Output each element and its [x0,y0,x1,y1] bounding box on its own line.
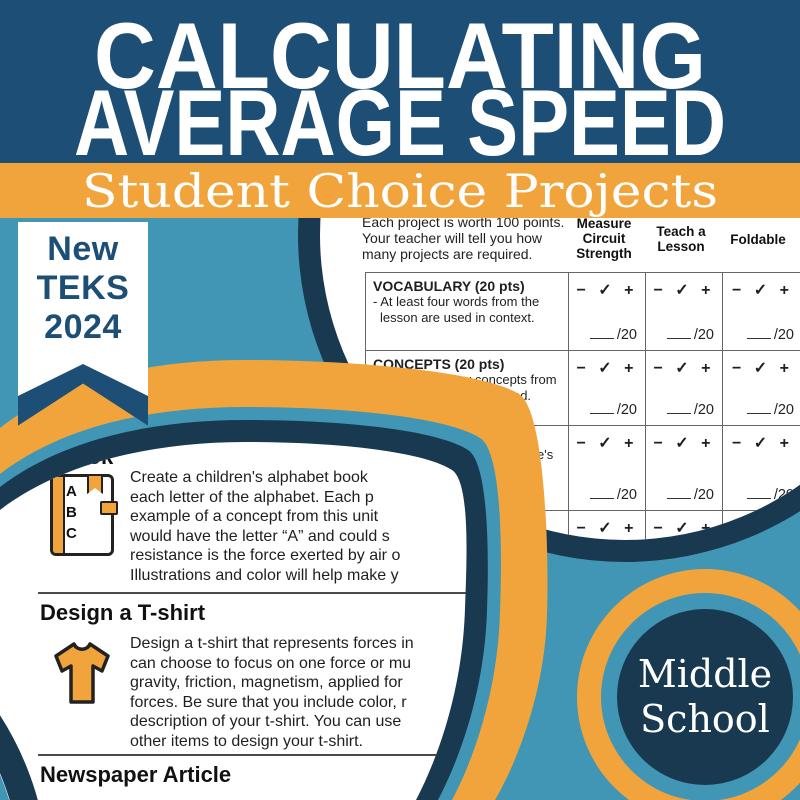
rubric-mark-cell: − ✓ + /20 [569,426,646,511]
score: /20 [746,400,800,425]
project-paragraph: Design a t-shirt that represents forces … [130,634,414,751]
paragraph-line: gravity, friction, magnetism, applied fo… [130,674,403,691]
marks: − ✓ + [653,435,715,452]
book-letters: A B C [66,483,77,542]
marks: − ✓ + [576,435,638,452]
rubric-row-desc: - At least four words from the [373,294,540,309]
rubric-column-header: Foldable [730,232,786,247]
marks: − ✓ + [732,282,793,299]
book-clasp [100,501,118,515]
rubric-mark-cell: − ✓ + /20 [646,426,723,511]
score: /20 [589,325,645,350]
rubric-row-title: VOCABULARY (20 pts) [373,278,525,294]
header-band: CALCULATING AVERAGE SPEED [0,0,800,175]
marks: − ✓ + [576,282,638,299]
paragraph-line: Illustrations and color will help make y [130,566,399,584]
paragraph-line: other items to design your t-shirt. [130,732,363,750]
badge-line-1: Middle [637,652,773,696]
marks: − ✓ + [653,360,715,377]
rubric-column-header: Measure Circuit Strength [576,216,632,261]
paragraph-line: each letter of the alphabet. Each p [130,488,374,506]
paragraph-line: resistance is the force exerted by air o [130,547,401,564]
ribbon-line-2: TEKS [36,269,130,307]
marks: − ✓ + [732,360,793,377]
paragraph-line: example of a concept from this unit [130,508,379,525]
section-divider [38,754,468,756]
paragraph-line: can choose to focus on one force or mu [130,654,412,672]
rubric-intro-text: Each project is worth 100 points. Your t… [362,214,565,262]
project-heading-tshirt: Design a T-shirt [40,600,206,625]
middle-school-badge: Middle School [617,609,793,785]
section-divider [38,592,468,594]
title-line-2: AVERAGE SPEED [74,70,726,163]
rubric-mark-cell: − ✓ + /20 [646,273,723,351]
corner-teal-arc [0,774,10,800]
score: /20 [746,325,800,350]
subtitle-text: Student Choice Projects [82,164,718,218]
rubric-mark-cell: − ✓ + /20 [646,351,723,426]
score: /20 [666,485,722,510]
rubric-mark-cell: − ✓ + [569,511,646,540]
paragraph-line: forces. Be sure that you include color, … [130,693,407,711]
project-heading-newspaper: Newspaper Article [40,762,232,787]
rubric-mark-cell: − ✓ + /20 [569,273,646,351]
score: /20 [666,400,722,425]
score: /20 [589,485,645,510]
rubric-column-header: Teach a Lesson [656,224,706,254]
ribbon-line-1: New [47,230,119,268]
corner-navy-arc [0,715,38,800]
rubric-row-label: VOCABULARY (20 pts) - At least four word… [366,273,569,351]
subtitle-band: Student Choice Projects [0,163,800,218]
paragraph-line: Create a children's alphabet book [130,469,368,486]
badge-line-2: School [640,697,770,741]
marks: − ✓ + [732,435,793,452]
score: /20 [666,325,722,350]
ribbon-line-3: 2024 [44,308,122,346]
score: /20 [589,400,645,425]
project-circle [0,442,467,800]
paragraph-line: would have the letter “A” and could s [130,527,390,545]
rubric-mark-cell: − ✓ + /20 [569,351,646,426]
rubric-mark-cell: − ✓ + /20 [723,273,800,351]
t-shirt-icon [44,638,120,708]
subtitle: Student Choice Projects [82,164,718,218]
rubric-row-label [366,511,569,540]
marks: − ✓ + [653,282,715,299]
marks: − ✓ + [576,360,638,377]
paragraph-line: description of your t-shirt. You can use [130,713,402,730]
title-text: CALCULATING AVERAGE SPEED [74,3,726,175]
alphabet-book-icon: A B C [50,474,114,556]
book-spine [53,477,65,553]
title-line-1: CALCULATING [94,3,706,108]
rubric-mark-cell: − ✓ + /20 [723,351,800,426]
paragraph-line: Design a t-shirt that represents forces … [130,635,414,652]
marks: − ✓ + [576,520,638,537]
rubric-row-title: CONCEPTS (20 pts) [373,356,505,372]
new-teks-ribbon: New TEKS 2024 [18,222,148,396]
rubric-row-desc: lesson are used in context. [380,309,535,325]
project-paragraph: Create a children's alphabet book each l… [130,468,400,585]
